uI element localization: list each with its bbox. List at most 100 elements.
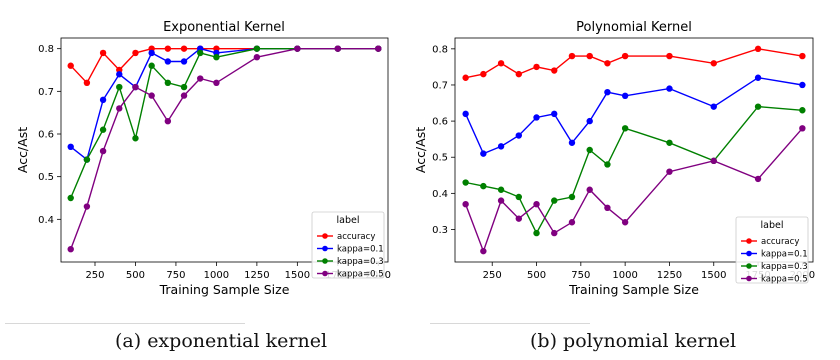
series-kappa-0-5-point — [164, 118, 172, 125]
legend-label: kappa=0.5 — [761, 275, 808, 285]
x-tick-label: 250 — [85, 270, 104, 281]
series-kappa-0-3-point — [799, 107, 806, 114]
series-accuracy-point — [515, 70, 523, 78]
series-kappa-0-5-point — [515, 215, 523, 222]
series-kappa-0-3-point — [515, 193, 523, 201]
legend-label: kappa=0.3 — [761, 262, 808, 272]
series-kappa-0-5-line — [70, 48, 379, 250]
series-kappa-0-5-point — [551, 229, 558, 237]
series-accuracy-point — [533, 63, 540, 71]
series-accuracy-point — [799, 52, 806, 60]
series-kappa-0-3-point — [754, 103, 762, 110]
legend-swatch-marker — [746, 250, 752, 257]
chart-title: Polynomial Kernel — [576, 20, 692, 35]
series-kappa-0-3-line — [70, 48, 379, 199]
series-kappa-0-5-point — [334, 45, 342, 52]
y-axis-label: Acc/Ast — [413, 127, 428, 173]
series-accuracy-point — [99, 49, 107, 57]
divider-line-left — [5, 323, 245, 324]
series-kappa-0-1-point — [710, 103, 717, 110]
series-kappa-0-5-line — [464, 127, 803, 254]
series-kappa-0-5-point — [462, 200, 469, 208]
series-kappa-0-3-point — [462, 179, 469, 186]
series-kappa-0-1-point — [586, 117, 593, 125]
series-kappa-0-3-point — [180, 83, 188, 91]
series-kappa-0-3-point — [604, 161, 611, 168]
series-kappa-0-5-point — [586, 186, 593, 193]
series-kappa-0-1-point — [754, 74, 762, 81]
series-kappa-0-3-point — [568, 193, 576, 201]
series-kappa-0-3-point — [586, 146, 593, 154]
caption-exponential: (a) exponential kernel — [115, 330, 328, 352]
series-kappa-0-3-point — [213, 54, 220, 61]
legend-title: label — [761, 220, 784, 231]
series-kappa-0-1-point — [99, 96, 107, 104]
series-kappa-0-3-point — [67, 194, 74, 202]
series-kappa-0-5-point — [666, 168, 673, 175]
legend-swatch-marker — [322, 245, 328, 252]
series-kappa-0-1-point — [666, 85, 673, 92]
series-kappa-0-5-point — [497, 197, 505, 204]
series-kappa-0-5-point — [621, 219, 629, 226]
series-kappa-0-5-point — [197, 75, 204, 82]
series-kappa-0-1-point — [515, 132, 523, 139]
series-accuracy-point — [586, 52, 593, 60]
y-tick-label: 0.8 — [432, 44, 448, 55]
series-kappa-0-1-line — [464, 76, 803, 155]
series-kappa-0-1-point — [164, 58, 172, 65]
y-tick-label: 0.5 — [432, 153, 448, 164]
legend-swatch-marker — [746, 275, 752, 282]
series-kappa-0-3-point — [253, 45, 261, 52]
series-kappa-0-1-point — [67, 143, 74, 150]
series-kappa-0-1-point — [480, 150, 487, 157]
caption-polynomial: (b) polynomial kernel — [530, 330, 737, 352]
legend-label: accuracy — [761, 237, 799, 247]
series-kappa-0-5-point — [213, 79, 220, 87]
x-tick-label: 1000 — [204, 270, 229, 281]
series-kappa-0-5-point — [480, 247, 487, 255]
y-tick-label: 0.4 — [432, 189, 448, 200]
series-kappa-0-3-point — [83, 156, 91, 163]
series-kappa-0-3-point — [164, 79, 172, 87]
series-kappa-0-3-point — [621, 125, 629, 132]
series-accuracy-point — [480, 70, 487, 78]
series-accuracy-point — [497, 60, 505, 67]
chart-exp: Exponential Kernel2505007501000125015001… — [15, 20, 391, 297]
series-kappa-0-1-point — [551, 110, 558, 118]
x-tick-label: 1500 — [285, 270, 310, 281]
series-kappa-0-1-point — [497, 143, 505, 150]
legend-label: accuracy — [337, 232, 375, 242]
legend-swatch-marker — [746, 238, 752, 244]
series-accuracy-point — [551, 67, 558, 74]
series-kappa-0-3-point — [132, 135, 139, 142]
series-kappa-0-5-point — [375, 45, 382, 52]
legend-swatch-marker — [322, 258, 328, 264]
legend-label: kappa=0.1 — [761, 250, 808, 260]
series-kappa-0-1-point — [533, 114, 540, 121]
series-accuracy-point — [67, 62, 74, 69]
series-kappa-0-1-point — [180, 58, 188, 65]
series-kappa-0-1-point — [799, 81, 806, 89]
series-kappa-0-5-point — [67, 246, 74, 253]
y-tick-label: 0.8 — [38, 44, 54, 55]
series-accuracy-point — [568, 52, 576, 60]
series-accuracy-point — [754, 45, 762, 53]
series-kappa-0-3-point — [197, 49, 204, 57]
series-accuracy-point — [710, 60, 717, 67]
series-kappa-0-5-point — [568, 219, 576, 226]
y-tick-label: 0.6 — [38, 130, 54, 141]
series-accuracy-point — [462, 74, 469, 81]
x-tick-label: 500 — [527, 270, 546, 281]
series-kappa-0-1-point — [604, 88, 611, 96]
series-accuracy-point — [621, 52, 629, 60]
legend-title: label — [337, 215, 360, 226]
series-kappa-0-5-point — [533, 200, 540, 208]
legend-label: kappa=0.5 — [337, 270, 384, 280]
series-accuracy-point — [666, 52, 673, 60]
y-tick-label: 0.7 — [38, 87, 54, 98]
chart-poly: Polynomial Kernel25050075010001250150017… — [413, 20, 815, 297]
series-kappa-0-5-point — [799, 125, 806, 132]
series-kappa-0-5-point — [754, 175, 762, 183]
x-axis-label: Training Sample Size — [568, 282, 699, 297]
